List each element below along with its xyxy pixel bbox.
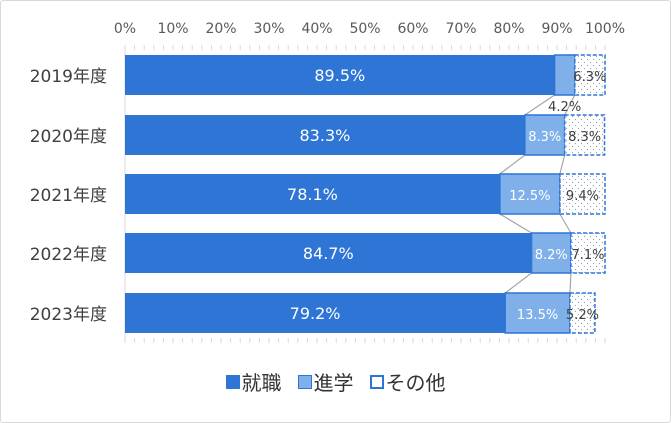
data-label: 8.2%	[535, 248, 568, 263]
x-tick-label: 40%	[301, 21, 332, 37]
category-label: 2023年度	[30, 305, 107, 325]
legend: 就職 進学 その他	[0, 367, 671, 396]
bar-segment-shushoku	[125, 233, 532, 273]
data-label: 5.2%	[566, 308, 599, 323]
bar-segment-sonota	[569, 292, 596, 334]
data-label: 8.3%	[528, 130, 561, 145]
legend-swatch-shushoku	[225, 374, 240, 389]
data-label: 9.4%	[566, 189, 599, 204]
series-line	[504, 272, 532, 294]
legend-label-shingaku: 進学	[313, 371, 354, 395]
bar-segment-shushoku	[125, 115, 525, 155]
data-label: 84.7%	[303, 244, 354, 263]
series-line	[564, 94, 576, 116]
bar-segment-shingaku	[553, 54, 576, 96]
data-label: 4.2%	[548, 100, 581, 115]
series-line	[524, 94, 555, 116]
data-label: 7.1%	[571, 248, 604, 263]
legend-label-shushoku: 就職	[241, 371, 282, 395]
data-label: 83.3%	[300, 126, 351, 145]
bar-segment-shushoku	[125, 55, 555, 95]
series-line	[499, 154, 526, 175]
bar-segment-shingaku	[504, 292, 571, 334]
x-tick-label: 90%	[541, 21, 572, 37]
bar-segment-sonota	[563, 114, 606, 156]
series-line	[569, 272, 572, 294]
series-line	[499, 213, 532, 234]
legend-item-sonota: その他	[369, 367, 446, 396]
x-tick-label: 50%	[349, 21, 380, 37]
bar-segment-shingaku	[499, 173, 561, 215]
bar-segment-shushoku	[125, 293, 506, 333]
data-label: 79.2%	[290, 304, 341, 323]
x-tick-label: 100%	[585, 21, 625, 37]
legend-swatch-sonota	[369, 374, 384, 389]
x-tick-label: 10%	[157, 21, 188, 37]
stacked-bar-chart: 0% 10% 20% 30% 40% 50% 60% 70% 80% 90% 100% 2019年度…	[30, 21, 625, 343]
series-line	[559, 213, 572, 234]
bar-segment-sonota	[570, 232, 606, 274]
bar-segment-shingaku	[530, 232, 572, 274]
data-label: 89.5%	[314, 66, 365, 85]
x-tick-label: 60%	[397, 21, 428, 37]
category-label: 2020年度	[30, 127, 107, 147]
x-tick-label: 30%	[253, 21, 284, 37]
bar-segment-sonota	[574, 54, 606, 96]
legend-label-sonota: その他	[385, 371, 446, 395]
legend-item-shushoku: 就職	[225, 367, 282, 396]
legend-swatch-shingaku	[297, 374, 312, 389]
data-label: 6.3%	[573, 70, 606, 85]
series-line	[559, 154, 566, 175]
category-label: 2019年度	[30, 67, 107, 87]
bar-segment-sonota	[559, 173, 606, 215]
data-label: 12.5%	[509, 189, 550, 204]
x-tick-label: 70%	[445, 21, 476, 37]
x-tick-label: 20%	[205, 21, 236, 37]
x-tick-label: 0%	[114, 21, 136, 37]
category-label: 2022年度	[30, 245, 107, 265]
category-label: 2021年度	[30, 186, 107, 206]
bar-segment-shushoku	[125, 174, 500, 214]
data-label: 78.1%	[287, 185, 338, 204]
x-tick-label: 80%	[493, 21, 524, 37]
data-label: 13.5%	[517, 308, 558, 323]
legend-item-shingaku: 進学	[297, 367, 354, 396]
data-label: 8.3%	[568, 130, 601, 145]
